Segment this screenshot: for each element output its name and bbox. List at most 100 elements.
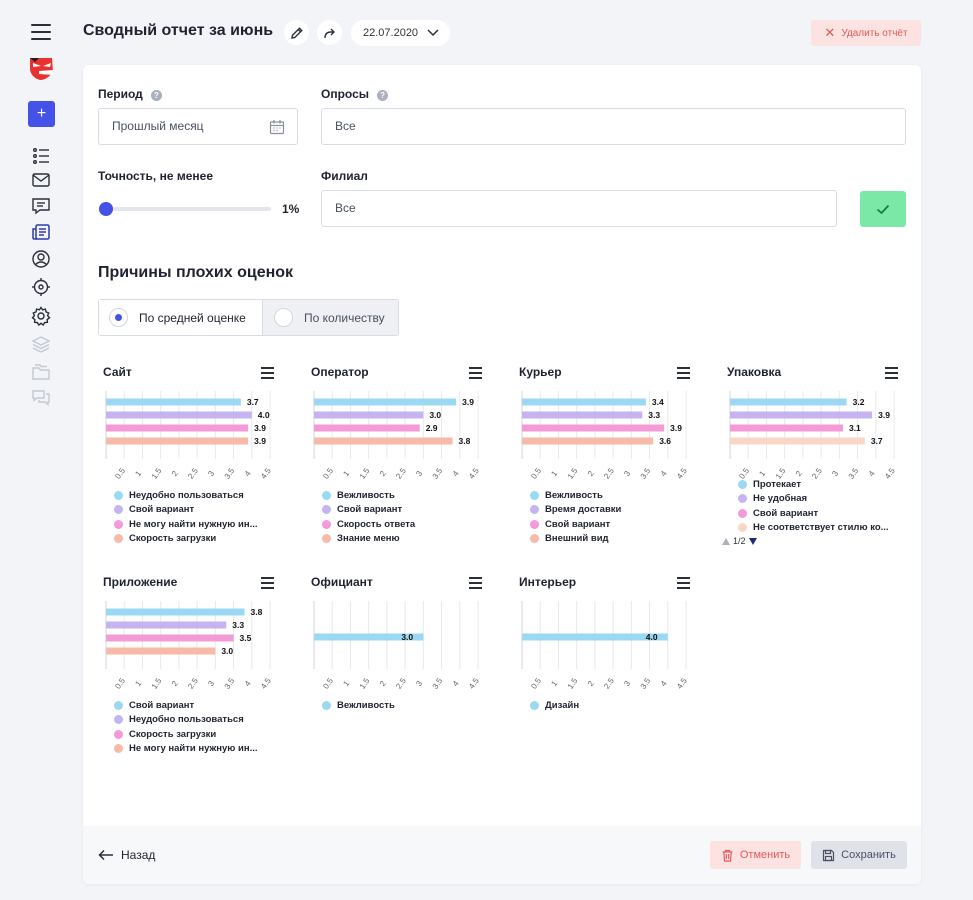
legend-item[interactable]: Свой вариант <box>114 698 258 713</box>
legend-dot <box>322 505 331 515</box>
legend-item[interactable]: Скорость загрузки <box>114 532 258 547</box>
legend-item[interactable]: Скорость ответа <box>322 517 415 532</box>
legend-label: Скорость ответа <box>337 518 416 530</box>
mode-count-option[interactable]: По количеству <box>262 300 398 335</box>
chart-menu-icon[interactable] <box>261 577 274 589</box>
bar[interactable] <box>314 411 424 419</box>
bar[interactable] <box>106 398 241 406</box>
bar[interactable] <box>106 437 249 445</box>
legend-item[interactable]: Не соответствует стилю ко... <box>738 521 889 536</box>
radio-unchecked[interactable] <box>274 308 293 327</box>
settings-icon[interactable] <box>31 306 51 326</box>
legend-item[interactable]: Знание меню <box>322 532 415 547</box>
back-button[interactable]: Назад <box>98 848 155 862</box>
mail-icon[interactable] <box>31 170 51 190</box>
mode-average-option[interactable]: По средней оценке <box>99 300 262 335</box>
edit-button[interactable] <box>284 20 309 45</box>
legend-item[interactable]: Неудобно пользоваться <box>114 488 258 503</box>
surveys-select[interactable]: Все <box>321 108 906 145</box>
bar[interactable] <box>730 424 843 432</box>
legend-item[interactable]: Свой вариант <box>322 503 415 518</box>
bar[interactable] <box>106 647 216 655</box>
share-button[interactable] <box>317 20 342 45</box>
tick-label: 4 <box>243 469 253 478</box>
legend-item[interactable]: Свой вариант <box>530 517 621 532</box>
layers-icon[interactable] <box>31 334 51 354</box>
legend-item[interactable]: Неудобно пользоваться <box>114 713 258 728</box>
bar[interactable] <box>314 424 420 432</box>
bar[interactable] <box>730 411 873 419</box>
reports-icon[interactable] <box>31 222 51 242</box>
tick-label: 1.5 <box>150 466 164 481</box>
chart-title: Оператор <box>311 365 369 379</box>
help-icon[interactable]: ? <box>377 90 389 101</box>
add-button[interactable]: + <box>28 101 55 127</box>
legend-label: Знание меню <box>337 533 400 545</box>
chart-menu-icon[interactable] <box>261 367 274 379</box>
folders-icon[interactable] <box>31 362 51 382</box>
legend-item[interactable]: Свой вариант <box>114 503 258 518</box>
bar[interactable] <box>314 633 424 641</box>
accuracy-slider-handle[interactable] <box>99 202 113 216</box>
bar[interactable] <box>106 608 245 616</box>
date-select[interactable]: 22.07.2020 <box>351 20 450 46</box>
apply-button[interactable] <box>860 191 906 227</box>
legend-item[interactable]: Скорость загрузки <box>114 727 258 742</box>
bar[interactable] <box>522 633 668 641</box>
chart-legend: Вежливость Свой вариант Скорость ответа Зна… <box>322 488 415 546</box>
bar-value-label: 3.3 <box>232 620 244 630</box>
save-button[interactable]: Сохранить <box>811 841 907 869</box>
list-icon[interactable] <box>31 146 51 166</box>
bar[interactable] <box>314 398 457 406</box>
legend-item[interactable]: Вежливость <box>322 488 415 503</box>
chart-title: Приложение <box>103 575 178 589</box>
legend-item[interactable]: Вежливость <box>530 488 621 503</box>
legend-item[interactable]: Внешний вид <box>530 532 621 547</box>
pager-prev-icon[interactable] <box>722 537 730 545</box>
chart-title: Курьер <box>519 365 562 379</box>
user-icon[interactable] <box>31 249 51 269</box>
help-icon[interactable]: ? <box>150 90 162 101</box>
cancel-button[interactable]: Отменить <box>710 841 801 869</box>
legend-item[interactable]: Свой вариант <box>738 506 889 521</box>
branch-select[interactable]: Все <box>321 190 837 227</box>
menu-icon[interactable] <box>31 24 51 40</box>
pager-next-icon[interactable] <box>748 537 757 545</box>
accuracy-slider[interactable] <box>105 207 271 211</box>
chart-menu-icon[interactable] <box>885 367 898 379</box>
chart-menu-icon[interactable] <box>469 367 482 379</box>
tick-label: 3 <box>414 469 424 478</box>
bar[interactable] <box>106 621 227 629</box>
target-icon[interactable] <box>31 277 51 297</box>
period-select[interactable]: Прошлый месяц <box>98 108 298 145</box>
chart-menu-icon[interactable] <box>677 577 690 589</box>
bar[interactable] <box>522 424 665 432</box>
bar[interactable] <box>522 437 654 445</box>
legend-item[interactable]: Не могу найти нужную ин... <box>114 517 258 532</box>
bar-value-label: 3.9 <box>462 397 474 407</box>
chat-icon[interactable] <box>31 196 51 216</box>
bar[interactable] <box>106 634 234 642</box>
legend-item[interactable]: Протекает <box>738 477 889 492</box>
bar[interactable] <box>314 437 453 445</box>
legend-item[interactable]: Не могу найти нужную ин... <box>114 742 258 757</box>
chart-menu-icon[interactable] <box>677 367 690 379</box>
pager-text: 1/2 <box>733 536 746 546</box>
legend-item[interactable]: Дизайн <box>530 698 579 713</box>
bar[interactable] <box>522 398 646 406</box>
delete-report-button[interactable]: ✕ Удалить отчёт <box>811 20 921 46</box>
radio-checked[interactable] <box>109 308 128 327</box>
bar[interactable] <box>730 437 865 445</box>
bar[interactable] <box>106 411 252 419</box>
messages-icon[interactable] <box>31 388 51 408</box>
bar[interactable] <box>106 424 249 432</box>
bar[interactable] <box>522 411 643 419</box>
legend-item[interactable]: Не удобная <box>738 492 889 507</box>
legend-item[interactable]: Вежливость <box>322 698 395 713</box>
legend-item[interactable]: Время доставки <box>530 503 621 518</box>
tick-label: 4.5 <box>675 676 689 691</box>
bar[interactable] <box>730 398 847 406</box>
legend-label: Неудобно пользоваться <box>129 714 244 726</box>
tick-label: 4 <box>243 679 253 688</box>
chart-menu-icon[interactable] <box>469 577 482 589</box>
